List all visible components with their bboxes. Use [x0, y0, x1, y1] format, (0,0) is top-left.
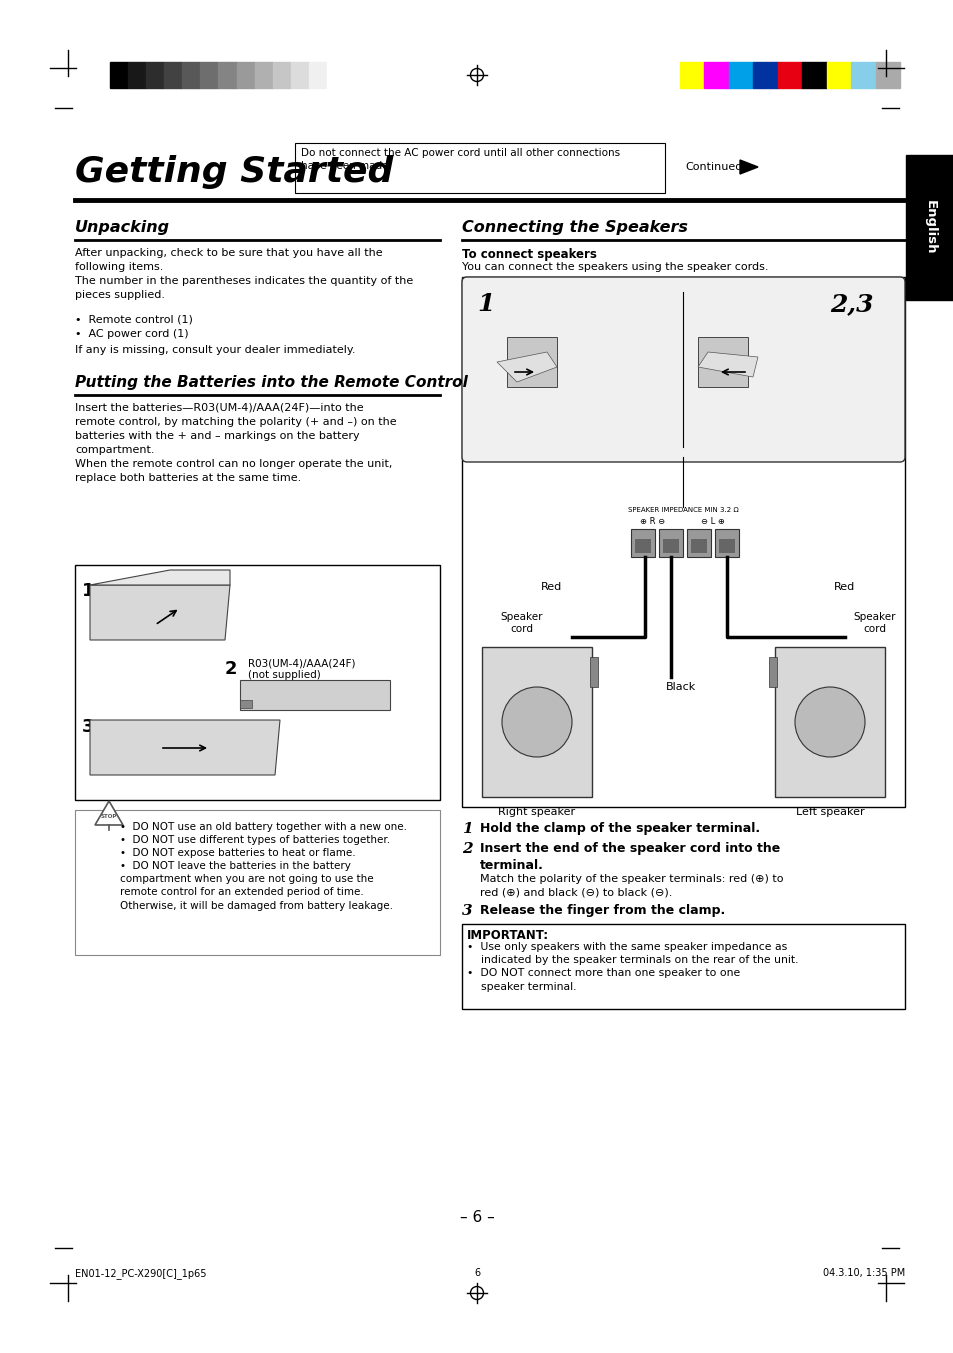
Bar [182, 62, 200, 88]
Text: Hold the clamp of the speaker terminal.: Hold the clamp of the speaker terminal. [479, 823, 760, 835]
Text: Left speaker: Left speaker [795, 806, 863, 817]
Text: Match the polarity of the speaker terminals: red (⊕) to
red (⊕) and black (⊖) to: Match the polarity of the speaker termin… [479, 874, 782, 897]
Bar [128, 62, 146, 88]
Bar [218, 62, 236, 88]
Bar [236, 62, 254, 88]
Text: IMPORTANT:: IMPORTANT: [467, 930, 549, 942]
Text: Getting Started: Getting Started [75, 156, 393, 189]
Bar [294, 143, 664, 193]
Bar [200, 62, 218, 88]
Text: Red: Red [540, 582, 562, 593]
Bar [801, 62, 826, 88]
Bar [309, 62, 327, 88]
Polygon shape [95, 801, 123, 825]
Bar [719, 538, 734, 553]
Text: Insert the end of the speaker cord into the
terminal.: Insert the end of the speaker cord into … [479, 842, 780, 871]
Text: 04.3.10, 1:35 PM: 04.3.10, 1:35 PM [821, 1268, 904, 1279]
Text: •  DO NOT use different types of batteries together.: • DO NOT use different types of batterie… [120, 835, 390, 846]
Text: STOP: STOP [101, 815, 117, 820]
Polygon shape [90, 570, 230, 584]
Text: Unpacking: Unpacking [75, 221, 170, 235]
Polygon shape [90, 584, 230, 640]
Text: Insert the batteries—R03(UM-4)/AAA(24F)—into the
remote control, by matching the: Insert the batteries—R03(UM-4)/AAA(24F)—… [75, 403, 396, 483]
Polygon shape [740, 160, 758, 175]
Text: Connecting the Speakers: Connecting the Speakers [461, 221, 687, 235]
Polygon shape [698, 352, 758, 377]
Circle shape [501, 687, 572, 756]
Bar [75, 810, 439, 955]
Text: •  DO NOT use an old battery together with a new one.: • DO NOT use an old battery together wit… [120, 823, 407, 832]
Text: Red: Red [834, 582, 855, 593]
Polygon shape [90, 720, 280, 775]
Text: 1: 1 [461, 823, 472, 836]
Text: 1: 1 [476, 292, 494, 317]
Polygon shape [497, 352, 557, 382]
Bar [240, 700, 252, 708]
Bar [774, 647, 884, 797]
Bar [630, 529, 655, 557]
Bar [875, 62, 899, 88]
Text: If any is missing, consult your dealer immediately.: If any is missing, consult your dealer i… [75, 345, 355, 354]
Bar [327, 62, 345, 88]
Bar [481, 647, 592, 797]
Text: 1: 1 [82, 582, 94, 599]
Text: 6: 6 [474, 1268, 479, 1279]
Text: 2: 2 [225, 660, 237, 678]
Bar [75, 566, 439, 800]
Text: 2,3: 2,3 [829, 292, 873, 317]
Bar [506, 337, 557, 387]
Text: •  Use only speakers with the same speaker impedance as
    indicated by the spe: • Use only speakers with the same speake… [467, 942, 798, 992]
Text: 3: 3 [461, 904, 472, 917]
Bar [777, 62, 801, 88]
Bar [728, 62, 753, 88]
Text: To connect speakers: To connect speakers [461, 248, 597, 261]
Bar [905, 156, 953, 300]
Text: •  DO NOT leave the batteries in the battery
compartment when you are not going : • DO NOT leave the batteries in the batt… [120, 861, 393, 911]
Text: ⊖ L ⊕: ⊖ L ⊕ [700, 517, 724, 526]
FancyBboxPatch shape [461, 277, 904, 461]
Bar [698, 337, 747, 387]
Bar [690, 538, 706, 553]
Text: Right speaker: Right speaker [497, 806, 575, 817]
Text: Release the finger from the clamp.: Release the finger from the clamp. [479, 904, 724, 917]
Text: Speaker
cord: Speaker cord [500, 612, 542, 633]
Bar [461, 277, 904, 806]
Bar [679, 62, 703, 88]
Bar [110, 62, 128, 88]
Text: Do not connect the AC power cord until all other connections
have been made.: Do not connect the AC power cord until a… [301, 147, 619, 172]
Text: 2: 2 [461, 842, 472, 856]
Bar [714, 529, 739, 557]
Bar [589, 658, 598, 687]
Text: After unpacking, check to be sure that you have all the
following items.
The num: After unpacking, check to be sure that y… [75, 248, 413, 300]
Bar [461, 924, 904, 1009]
Text: •  DO NOT expose batteries to heat or flame.: • DO NOT expose batteries to heat or fla… [120, 848, 355, 858]
Bar [703, 62, 728, 88]
Text: •  Remote control (1)
•  AC power cord (1): • Remote control (1) • AC power cord (1) [75, 315, 193, 340]
Bar [273, 62, 291, 88]
Bar [826, 62, 850, 88]
Text: You can connect the speakers using the speaker cords.: You can connect the speakers using the s… [461, 262, 768, 272]
Bar [291, 62, 309, 88]
Polygon shape [240, 681, 390, 710]
Bar [659, 529, 682, 557]
Bar [686, 529, 710, 557]
Text: Black: Black [665, 682, 696, 691]
Text: English: English [923, 200, 936, 254]
Text: R03(UM-4)/AAA(24F)
(not supplied): R03(UM-4)/AAA(24F) (not supplied) [248, 658, 355, 679]
Text: Continued: Continued [684, 162, 741, 172]
Bar [164, 62, 182, 88]
Text: – 6 –: – 6 – [459, 1210, 494, 1224]
Bar [254, 62, 273, 88]
Bar [850, 62, 875, 88]
Text: ⊕ R ⊖: ⊕ R ⊖ [639, 517, 665, 526]
Text: Putting the Batteries into the Remote Control: Putting the Batteries into the Remote Co… [75, 375, 467, 390]
Bar [662, 538, 679, 553]
Bar [768, 658, 776, 687]
Text: SPEAKER IMPEDANCE MIN 3.2 Ω: SPEAKER IMPEDANCE MIN 3.2 Ω [627, 507, 738, 513]
Bar [146, 62, 164, 88]
Text: 3: 3 [82, 718, 94, 736]
Circle shape [794, 687, 864, 756]
Bar [635, 538, 650, 553]
Text: EN01-12_PC-X290[C]_1p65: EN01-12_PC-X290[C]_1p65 [75, 1268, 206, 1279]
Bar [753, 62, 777, 88]
